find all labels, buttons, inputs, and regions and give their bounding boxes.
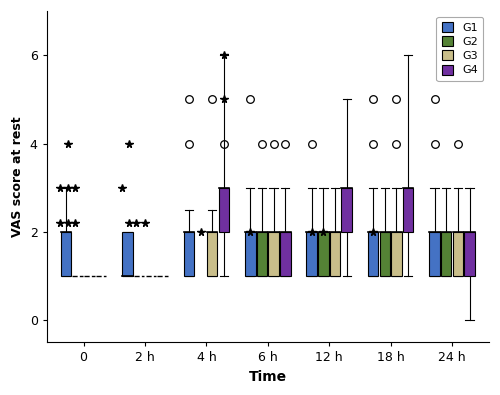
Bar: [306, 232, 317, 276]
Bar: [464, 232, 475, 276]
Bar: [342, 188, 352, 232]
Bar: [218, 188, 229, 232]
Bar: [430, 232, 440, 276]
Bar: [368, 232, 378, 276]
Bar: [207, 232, 218, 276]
Legend: G1, G2, G3, G4: G1, G2, G3, G4: [436, 17, 484, 81]
Bar: [256, 232, 267, 276]
Bar: [391, 232, 402, 276]
Bar: [403, 188, 413, 232]
Bar: [441, 232, 452, 276]
Bar: [380, 232, 390, 276]
Bar: [61, 232, 72, 276]
Bar: [184, 232, 194, 276]
Bar: [268, 232, 279, 276]
X-axis label: Time: Time: [248, 370, 287, 384]
Bar: [280, 232, 290, 276]
Bar: [330, 232, 340, 276]
Y-axis label: VAS score at rest: VAS score at rest: [11, 117, 24, 237]
Bar: [245, 232, 256, 276]
Bar: [452, 232, 463, 276]
Bar: [122, 232, 132, 276]
Bar: [318, 232, 328, 276]
